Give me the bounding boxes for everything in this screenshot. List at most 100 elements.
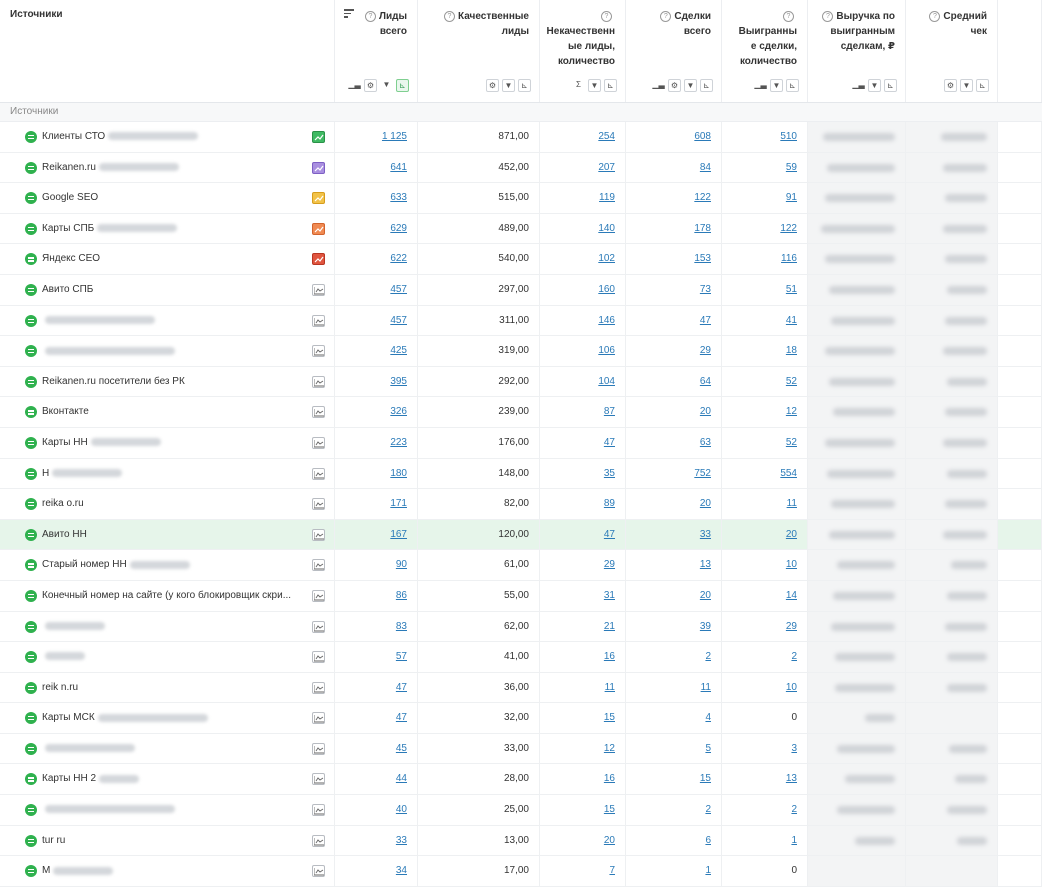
trend-chart-icon[interactable]: [312, 498, 325, 511]
source-name[interactable]: [42, 612, 105, 642]
table-row[interactable]: 57 41,00 16 2 2: [0, 642, 1042, 673]
source-name[interactable]: Reikanen.ru: [42, 153, 179, 183]
source-name[interactable]: [42, 734, 135, 764]
table-row[interactable]: Карты НН 2 44 28,00 16 15 13: [0, 764, 1042, 796]
deals-total-cell-value[interactable]: 20: [699, 589, 711, 601]
bad-leads-cell-value[interactable]: 7: [609, 865, 615, 877]
won-deals-cell[interactable]: 51: [722, 274, 808, 305]
deals-total-cell[interactable]: 608: [626, 122, 722, 152]
deals-total-cell-value[interactable]: 20: [699, 498, 711, 510]
bad-leads-cell[interactable]: 16: [540, 764, 626, 795]
table-row[interactable]: Reikanen.ru 641 452,00 207 84 59: [0, 152, 1042, 184]
deals-total-cell[interactable]: 122: [626, 183, 722, 213]
leads-total-cell-value[interactable]: 457: [390, 283, 407, 295]
bad-leads-cell-value[interactable]: 31: [603, 589, 615, 601]
table-row[interactable]: Вконтакте 326 239,00 87 20 12: [0, 397, 1042, 428]
deals-total-cell-value[interactable]: 84: [699, 161, 711, 173]
trend-chart-icon[interactable]: [312, 253, 325, 266]
table-row[interactable]: 425 319,00 106 29 18: [0, 336, 1042, 367]
source-cell[interactable]: reik n.ru: [0, 672, 335, 703]
trend-chart-icon[interactable]: [312, 375, 325, 388]
source-cell[interactable]: [0, 611, 335, 642]
won-deals-cell-value[interactable]: 3: [791, 742, 797, 754]
trend-chart-icon[interactable]: [312, 865, 325, 878]
won-deals-cell-value[interactable]: 2: [791, 804, 797, 816]
deals-total-cell-value[interactable]: 4: [705, 712, 711, 724]
source-cell[interactable]: Клиенты СТО: [0, 122, 335, 152]
deals-total-cell[interactable]: 4: [626, 703, 722, 733]
filter-icon[interactable]: ▼: [960, 79, 973, 92]
trend-chart-icon[interactable]: [312, 467, 325, 480]
bad-leads-cell[interactable]: 31: [540, 580, 626, 611]
bar-sort-icon[interactable]: ▁▃: [652, 80, 665, 89]
header-bad-leads[interactable]: ? Некачественн ые лиды, количество Σ ▼ ⊾: [540, 0, 626, 102]
bad-leads-cell[interactable]: 35: [540, 458, 626, 489]
won-deals-cell[interactable]: 1: [722, 825, 808, 856]
leads-total-cell-value[interactable]: 641: [390, 161, 407, 173]
deals-total-cell[interactable]: 20: [626, 580, 722, 611]
header-deals-total[interactable]: ? Сделки всего ▁▃ ⚙ ▼ ⊾: [626, 0, 722, 102]
deals-total-cell-value[interactable]: 20: [699, 406, 711, 418]
source-cell[interactable]: Google SEO: [0, 183, 335, 213]
source-name[interactable]: Авито НН: [42, 528, 87, 540]
header-leads-total[interactable]: ? Лиды всего ▁▃ ⚙ ▼ ⊾: [335, 0, 418, 102]
bad-leads-cell-value[interactable]: 15: [603, 712, 615, 724]
leads-total-cell-value[interactable]: 633: [390, 192, 407, 204]
trend-chart-icon[interactable]: [312, 283, 325, 296]
leads-total-cell[interactable]: 629: [335, 213, 418, 244]
won-deals-cell-value[interactable]: 122: [780, 222, 797, 234]
source-cell[interactable]: Reikanen.ru: [0, 152, 335, 183]
leads-total-cell-value[interactable]: 326: [390, 406, 407, 418]
help-icon[interactable]: ?: [660, 11, 672, 22]
deals-total-cell-value[interactable]: 122: [694, 192, 711, 204]
trend-chart-icon[interactable]: [312, 406, 325, 419]
deals-total-cell[interactable]: 2: [626, 642, 722, 672]
deals-total-cell-value[interactable]: 608: [694, 131, 711, 142]
won-deals-cell-value[interactable]: 13: [785, 773, 797, 785]
leads-total-cell[interactable]: 47: [335, 672, 418, 703]
leads-total-cell[interactable]: 40: [335, 795, 418, 825]
deals-total-cell-value[interactable]: 13: [699, 559, 711, 571]
deals-total-cell[interactable]: 20: [626, 489, 722, 519]
chart-icon[interactable]: ⊾: [976, 79, 989, 92]
help-icon[interactable]: ?: [601, 11, 612, 22]
filter-icon[interactable]: ▼: [684, 79, 697, 92]
leads-total-cell-value[interactable]: 47: [395, 681, 407, 693]
leads-total-cell[interactable]: 171: [335, 489, 418, 519]
leads-total-cell[interactable]: 457: [335, 274, 418, 305]
won-deals-cell-value[interactable]: 91: [785, 192, 797, 204]
bad-leads-cell-value[interactable]: 87: [603, 406, 615, 418]
table-row[interactable]: Reikanen.ru посетители без РК 395 292,00 10…: [0, 366, 1042, 398]
source-cell[interactable]: Н: [0, 458, 335, 489]
source-cell[interactable]: [0, 733, 335, 764]
leads-total-cell[interactable]: 633: [335, 183, 418, 213]
won-deals-cell[interactable]: 52: [722, 427, 808, 458]
leads-total-cell[interactable]: 641: [335, 152, 418, 183]
source-name[interactable]: Карты НН: [42, 428, 161, 458]
source-name[interactable]: Конечный номер на сайте (у кого блокиров…: [42, 589, 292, 601]
header-sources[interactable]: Источники: [0, 0, 354, 102]
won-deals-cell[interactable]: 510: [722, 122, 808, 152]
leads-total-cell-value[interactable]: 40: [395, 804, 407, 816]
won-deals-cell[interactable]: 91: [722, 183, 808, 213]
deals-total-cell[interactable]: 73: [626, 274, 722, 305]
table-row[interactable]: Google SEO 633 515,00 119 122 91: [0, 183, 1042, 214]
bad-leads-cell-value[interactable]: 104: [598, 375, 615, 387]
won-deals-cell-value[interactable]: 20: [785, 528, 797, 540]
bad-leads-cell-value[interactable]: 20: [603, 834, 615, 846]
won-deals-cell[interactable]: 2: [722, 642, 808, 672]
bad-leads-cell-value[interactable]: 47: [603, 436, 615, 448]
table-row[interactable]: Конечный номер на сайте (у кого блокиров…: [0, 580, 1042, 612]
won-deals-cell-value[interactable]: 14: [785, 589, 797, 601]
source-name[interactable]: Вконтакте: [42, 406, 89, 418]
deals-total-cell-value[interactable]: 178: [694, 222, 711, 234]
bad-leads-cell[interactable]: 16: [540, 642, 626, 672]
bad-leads-cell-value[interactable]: 119: [599, 192, 615, 204]
trend-chart-icon[interactable]: [312, 192, 325, 205]
trend-chart-icon[interactable]: [312, 589, 325, 602]
bad-leads-cell-value[interactable]: 16: [603, 651, 615, 663]
deals-total-cell[interactable]: 33: [626, 519, 722, 550]
chart-icon[interactable]: ⊾: [786, 79, 799, 92]
won-deals-cell[interactable]: 20: [722, 519, 808, 550]
deals-total-cell[interactable]: 84: [626, 152, 722, 183]
